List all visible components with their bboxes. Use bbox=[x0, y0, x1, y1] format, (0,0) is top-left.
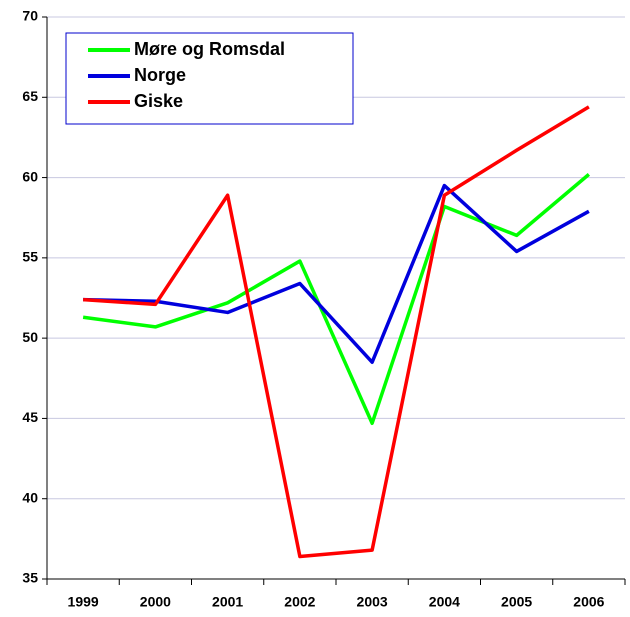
x-tick-label: 2006 bbox=[573, 594, 604, 610]
x-tick-label: 2000 bbox=[140, 594, 171, 610]
x-tick-label: 2002 bbox=[284, 594, 315, 610]
x-tick-label: 2005 bbox=[501, 594, 532, 610]
legend-label: Giske bbox=[134, 91, 183, 111]
legend: Møre og Romsdal Norge Giske bbox=[65, 32, 354, 125]
y-tick-label: 70 bbox=[22, 8, 38, 24]
x-tick-label: 2003 bbox=[357, 594, 388, 610]
legend-label: Norge bbox=[134, 65, 186, 85]
y-tick-label: 50 bbox=[22, 329, 38, 345]
data-line bbox=[83, 183, 590, 364]
x-tick-label: 1999 bbox=[68, 594, 99, 610]
legend-label: Møre og Romsdal bbox=[134, 39, 285, 59]
y-tick-label: 55 bbox=[22, 249, 38, 265]
data-line bbox=[83, 105, 590, 559]
y-tick-label: 65 bbox=[22, 88, 38, 104]
y-tick-label: 40 bbox=[22, 489, 38, 505]
data-line bbox=[82, 173, 591, 425]
y-tick-label: 60 bbox=[22, 168, 38, 184]
x-tick-label: 2001 bbox=[212, 594, 243, 610]
y-tick-label: 35 bbox=[22, 570, 38, 586]
y-tick-label: 45 bbox=[22, 409, 38, 425]
x-tick-label: 2004 bbox=[429, 594, 460, 610]
